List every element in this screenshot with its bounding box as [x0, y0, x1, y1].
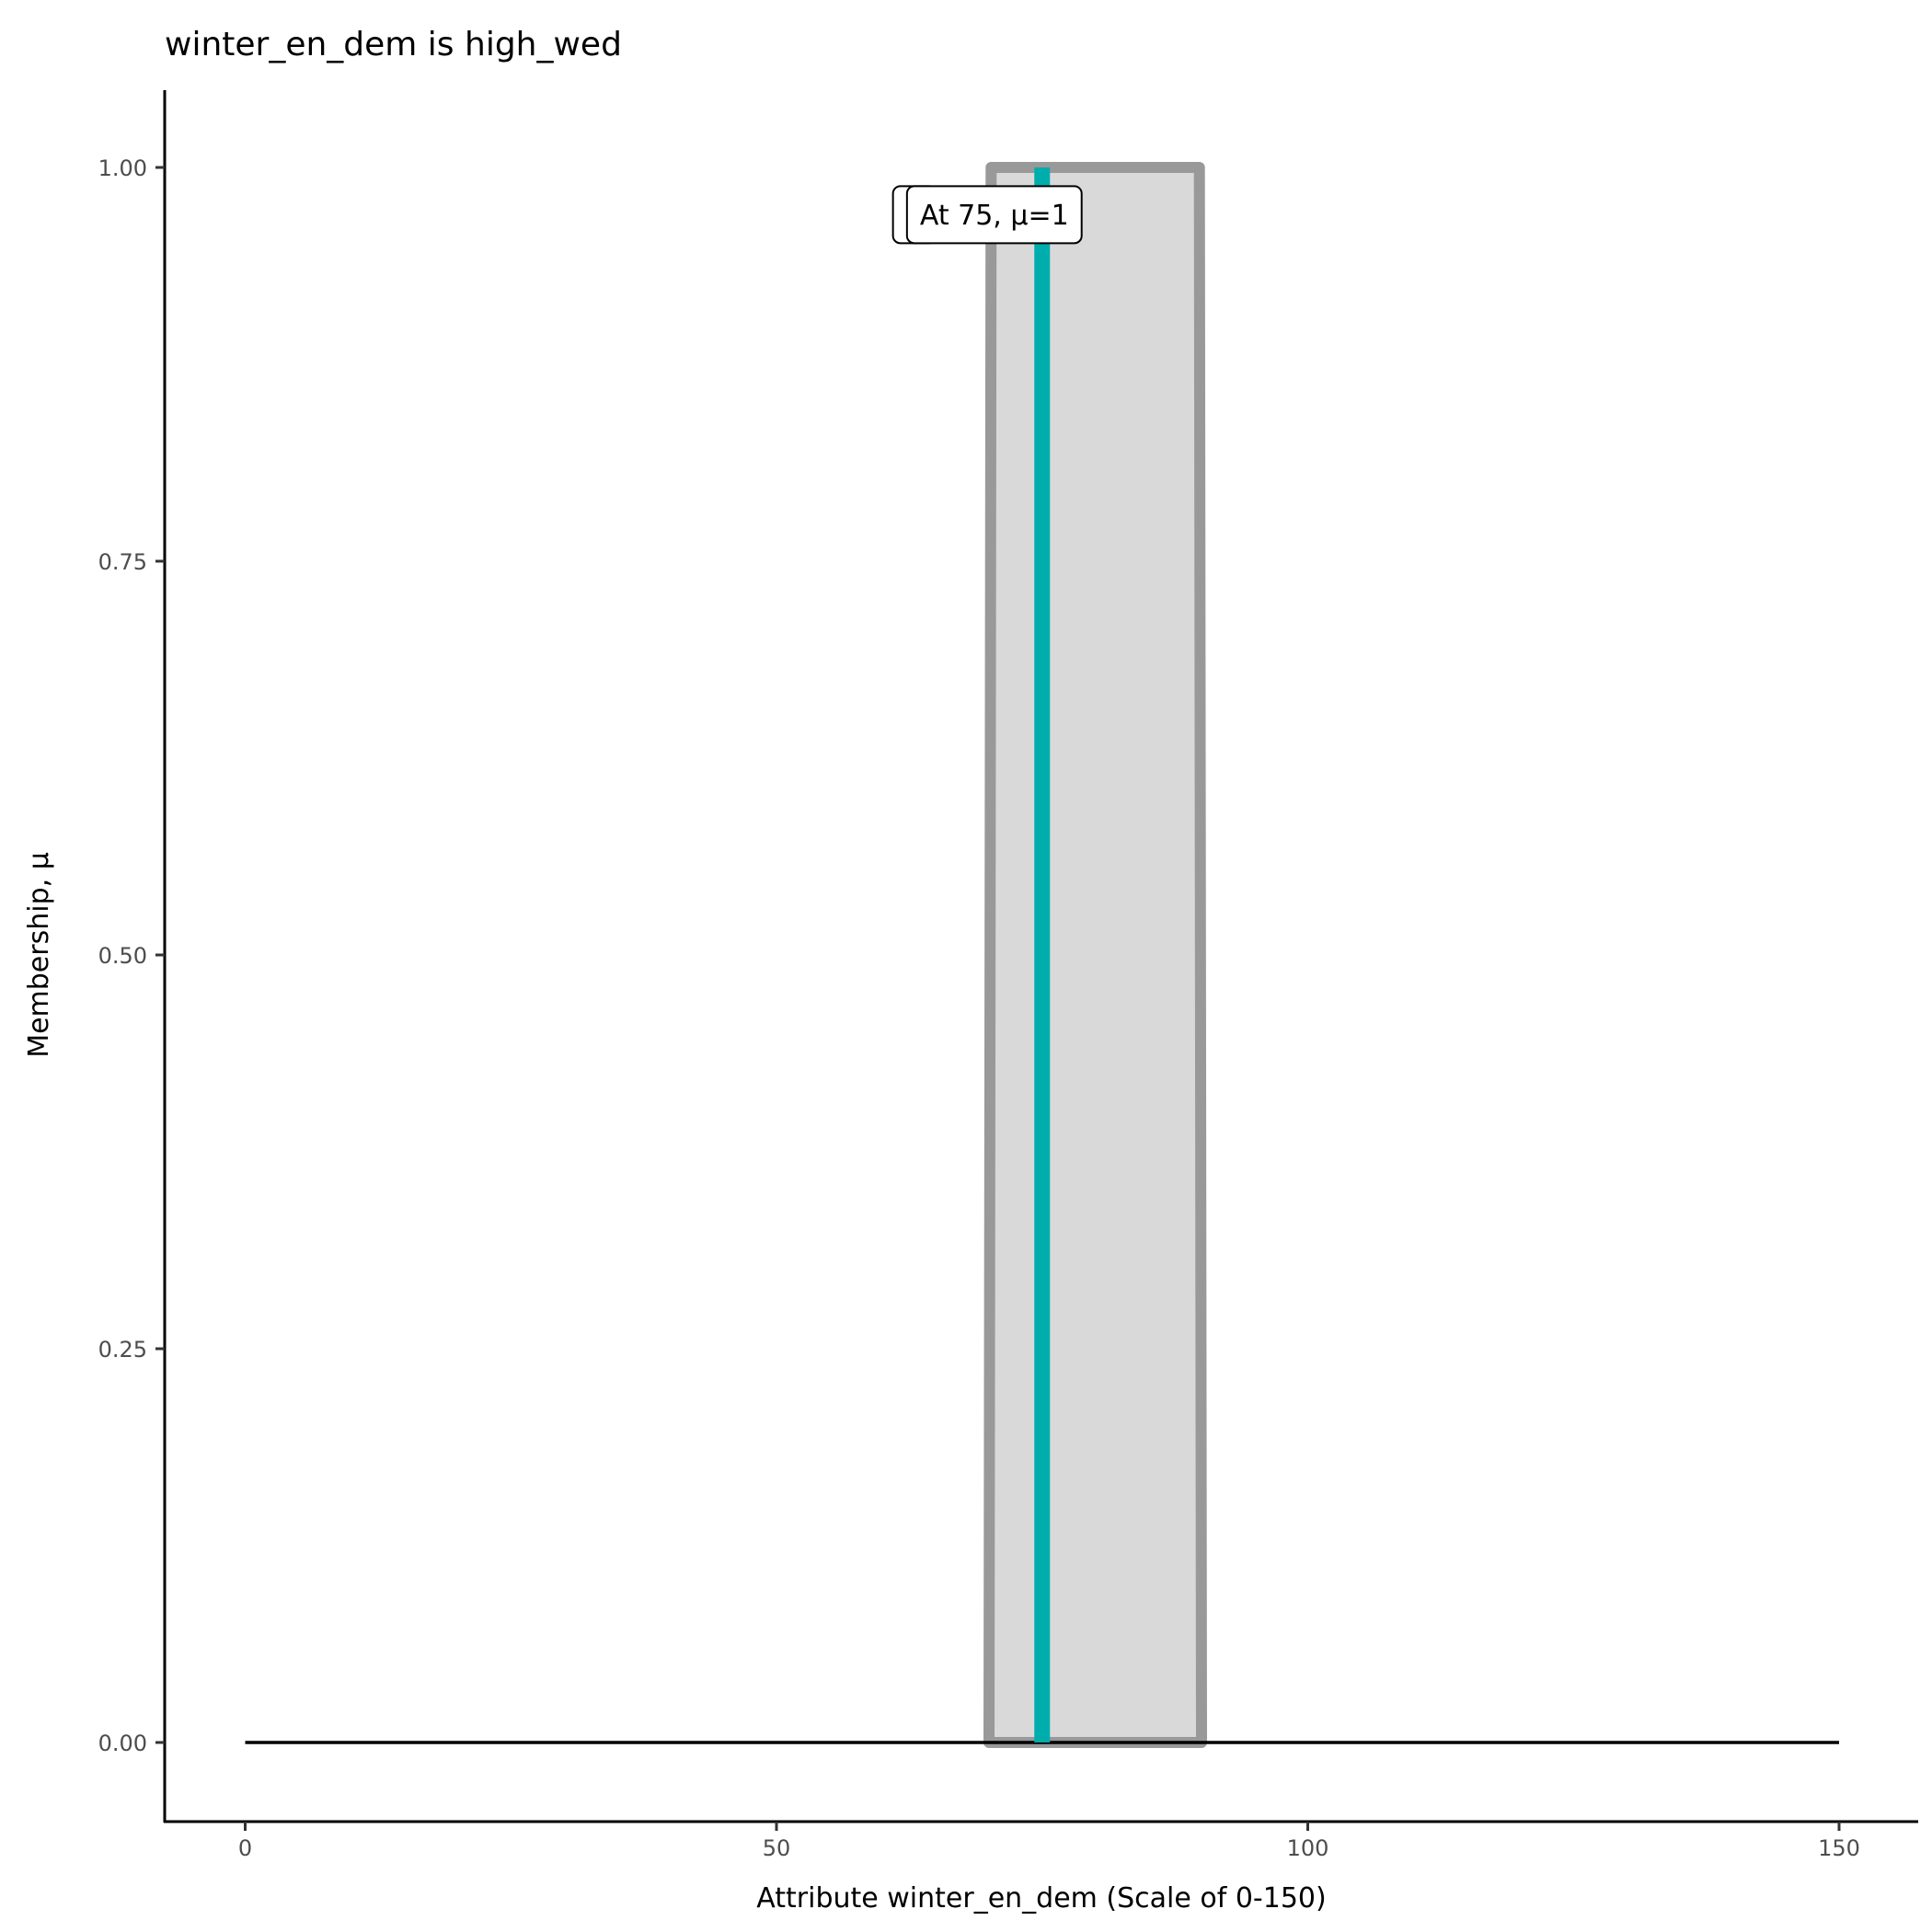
y-tick-label: 0.75 — [98, 549, 147, 575]
annotation-label: At 75, μ=1 — [905, 185, 1083, 245]
y-ticks: 0.00 0.25 0.50 0.75 1.00 — [98, 155, 165, 1756]
x-axis-label: Attribute winter_en_dem (Scale of 0-150) — [756, 1882, 1326, 1915]
membership-shape — [983, 162, 1207, 1748]
y-tick-label: 0.25 — [98, 1337, 147, 1363]
annotation-box — [905, 185, 1083, 245]
y-tick-label: 0.50 — [98, 943, 147, 969]
y-tick-label: 0.00 — [98, 1731, 147, 1756]
y-tick-label: 1.00 — [98, 155, 147, 181]
plot-area: hAt 75, μ=1 — [245, 162, 1839, 1748]
x-ticks: 0 50 100 150 — [238, 1822, 1860, 1861]
annotation-text: At 75, μ=1 — [920, 200, 1069, 232]
y-axis-label: Membership, μ — [23, 852, 55, 1058]
x-tick-label: 150 — [1818, 1835, 1860, 1861]
x-tick-label: 50 — [763, 1835, 791, 1861]
x-tick-label: 100 — [1287, 1835, 1329, 1861]
chart-title: winter_en_dem is high_wed — [165, 26, 622, 63]
x-tick-label: 0 — [238, 1835, 252, 1861]
